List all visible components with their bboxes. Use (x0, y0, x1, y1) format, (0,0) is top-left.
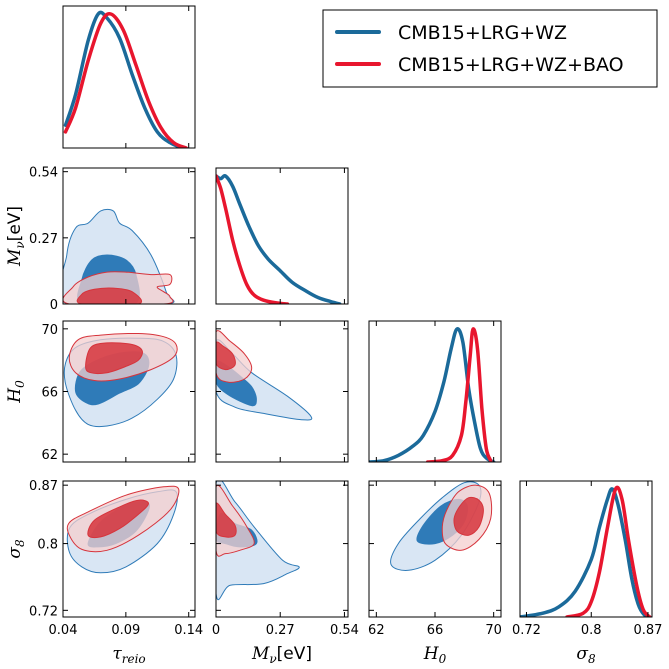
y-tick-label-H0: 66 (41, 386, 58, 401)
legend-frame (322, 9, 658, 88)
panel-frame-s8 (519, 480, 653, 618)
y-tick-label-mnu: 0 (50, 298, 58, 313)
x-tick-label-H0: 70 (485, 623, 502, 638)
panel-content-s8 (520, 485, 652, 617)
panel-content-H0 (369, 327, 496, 462)
marginal-tau-red (63, 12, 188, 148)
panel-mnu-H0 (215, 320, 349, 463)
panel-tau-H0: 62 66 70 (41, 320, 196, 463)
contour-68-s8_H0-red (453, 496, 484, 536)
y-axis-label-s8: σ8 (5, 539, 27, 559)
panel-content-mnu-H0 (216, 330, 313, 421)
panel-content-tau-s8 (66, 485, 180, 574)
marginal-s8-red (565, 485, 652, 617)
contour-68-s8_tau-red (87, 499, 150, 539)
y-axis-label-mnu: Mν[eV] (5, 206, 27, 267)
panel-mnu (215, 167, 349, 305)
panel-content-tau-mnu (63, 208, 175, 304)
panel-content-H0-s8 (390, 481, 493, 571)
x-tick-label-s8: 0.87 (633, 623, 662, 638)
y-tick-label-H0: 70 (41, 323, 58, 338)
panel-frame-tau (62, 5, 196, 149)
panel-H0 (368, 320, 502, 463)
panel-tau (62, 5, 196, 149)
y-axis-label-H0: H0 (5, 380, 27, 404)
x-tick-label-s8: 0.8 (581, 623, 602, 638)
marginal-H0-blue (369, 327, 496, 462)
panel-content-tau (63, 10, 188, 148)
marginal-mnu-blue (216, 174, 342, 304)
y-tick-label-s8: 0.8 (37, 538, 58, 553)
y-tick-label-H0: 62 (41, 448, 58, 463)
marginal-s8-blue (520, 487, 652, 617)
x-axis-label-s8: σ8 (576, 644, 596, 666)
x-axis-label-mnu: Mν[eV] (251, 644, 312, 666)
contour-68-s8_mnu-red (216, 502, 237, 538)
x-tick-label-mnu: 0.27 (266, 623, 295, 638)
contour-68-H0_tau-red (85, 342, 143, 374)
x-tick-label-mnu: 0.54 (330, 623, 359, 638)
panel-frame-tau-mnu (62, 167, 196, 305)
x-tick-label-s8: 0.72 (512, 623, 541, 638)
legend-label-red: CMB15+LRG+WZ+BAO (398, 54, 624, 76)
panel-frame-mnu (215, 167, 349, 305)
panel-tau-s8: 0.04 0.09 0.14 0.72 0.8 0.87 (29, 479, 203, 638)
x-tick-label-tau: 0.04 (49, 623, 78, 638)
y-tick-label-s8: 0.72 (29, 604, 58, 619)
x-tick-label-H0: 62 (368, 623, 385, 638)
marginal-mnu-red (216, 174, 290, 304)
panel-mnu-s8: 0 0.27 0.54 (212, 480, 359, 638)
legend-label-blue: CMB15+LRG+WZ (398, 22, 567, 44)
panel-content-tau-H0 (63, 332, 178, 428)
x-tick-label-H0: 66 (427, 623, 444, 638)
x-tick-label-tau: 0.09 (111, 623, 140, 638)
contour-68-H0_mnu-red (216, 341, 236, 371)
legend: CMB15+LRG+WZ CMB15+LRG+WZ+BAO (322, 9, 658, 88)
y-tick-label-mnu: 0.54 (29, 166, 58, 181)
x-tick-label-mnu: 0 (212, 623, 220, 638)
panel-content-mnu-s8 (216, 481, 300, 601)
y-tick-label-mnu: 0.27 (29, 232, 58, 247)
y-tick-label-s8: 0.87 (29, 479, 58, 494)
panel-s8: 0.72 0.8 0.87 (512, 480, 662, 638)
x-axis-label-H0: H0 (423, 644, 447, 666)
x-tick-label-tau: 0.14 (174, 623, 203, 638)
panel-frame-tau-s8 (62, 480, 196, 618)
panel-content-mnu (216, 174, 342, 304)
panel-frame-mnu-s8 (215, 480, 349, 618)
contour-95-s8_mnu-blue (216, 481, 300, 601)
marginal-H0-red (425, 327, 493, 462)
panel-tau-mnu: 0 0.27 0.54 (29, 166, 196, 313)
marginal-tau-blue (63, 10, 185, 148)
panel-H0-s8: 62 66 70 (368, 480, 502, 638)
x-axis-label-tau: τreio (112, 644, 145, 666)
